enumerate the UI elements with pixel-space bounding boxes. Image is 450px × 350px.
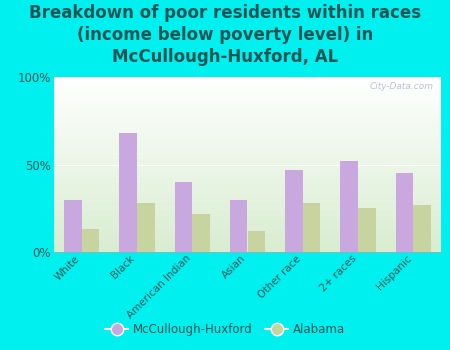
Bar <box>414 205 431 252</box>
Bar <box>192 214 210 252</box>
Bar <box>340 161 358 252</box>
Bar <box>64 199 81 252</box>
Bar <box>248 231 265 252</box>
Bar <box>358 208 376 252</box>
Bar <box>81 229 99 252</box>
Bar <box>175 182 192 252</box>
Bar <box>396 173 414 252</box>
Bar <box>303 203 320 252</box>
Legend: McCullough-Huxford, Alabama: McCullough-Huxford, Alabama <box>100 318 350 341</box>
Bar <box>119 133 137 252</box>
Bar <box>137 203 155 252</box>
Text: City-Data.com: City-Data.com <box>369 82 433 91</box>
Text: Breakdown of poor residents within races
(income below poverty level) in
McCullo: Breakdown of poor residents within races… <box>29 4 421 66</box>
Bar <box>230 199 248 252</box>
Bar <box>285 170 303 252</box>
